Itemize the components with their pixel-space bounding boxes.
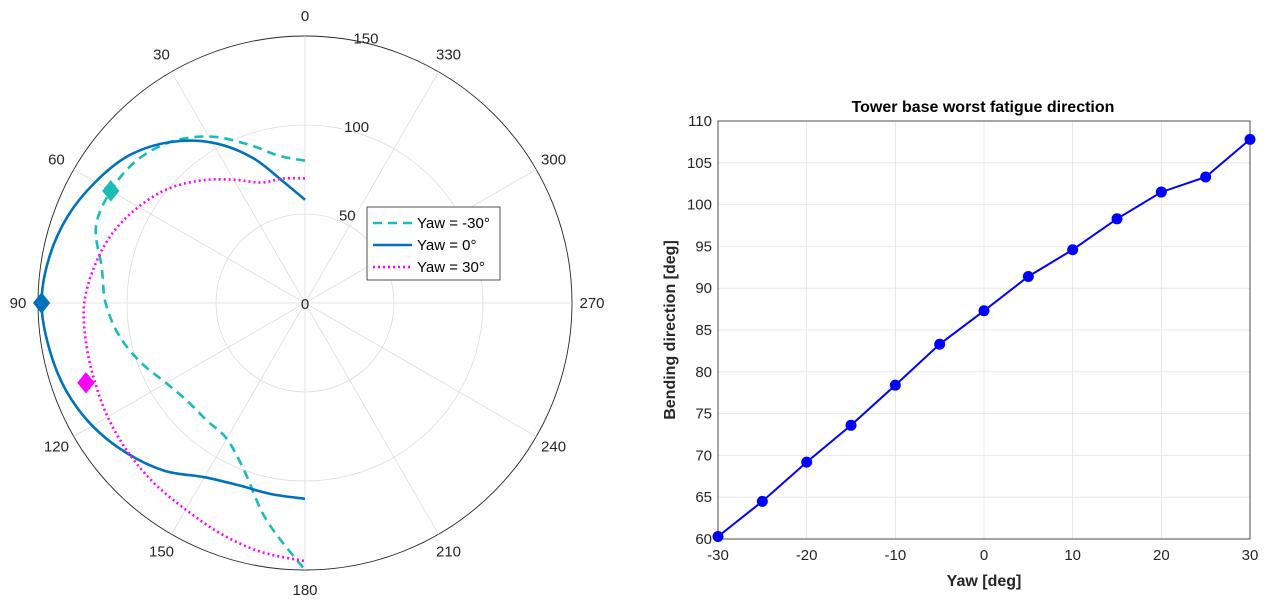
y-axis-label: Bending direction [deg] xyxy=(662,240,679,420)
x-tick-label: -10 xyxy=(884,547,906,564)
theta-gridline xyxy=(304,71,439,304)
chart-title: Tower base worst fatigue direction xyxy=(852,99,1115,116)
legend-label: Yaw = 0° xyxy=(417,237,477,254)
data-point xyxy=(801,456,813,468)
cartesian-tick-labels: -30 -20 -10 0 10 20 30 60 65 70 75 80 85 90 95 100 105 11… xyxy=(687,113,1258,564)
theta-tick-label: 210 xyxy=(436,544,461,561)
theta-gridline xyxy=(304,302,439,535)
theta-tick-label: 90 xyxy=(10,295,27,312)
data-point xyxy=(934,338,946,350)
y-tick-label: 85 xyxy=(695,322,712,339)
theta-tick-label: 30 xyxy=(153,46,170,63)
legend: Yaw = -30° Yaw = 0° Yaw = 30° xyxy=(366,206,501,281)
r-tick-label: 150 xyxy=(353,30,378,47)
y-tick-label: 95 xyxy=(695,238,712,255)
r-tick-label: 100 xyxy=(344,119,369,136)
data-point xyxy=(1022,270,1034,282)
x-tick-label: 30 xyxy=(1242,547,1259,564)
theta-tick-label: 330 xyxy=(436,46,461,63)
polar-chart: 0 30 60 90 120 150 180 210 240 270 300 330 0 50 100 150 xyxy=(10,8,605,599)
cartesian-series xyxy=(712,133,1256,542)
polar-series-line xyxy=(94,135,307,571)
y-tick-label: 60 xyxy=(695,531,712,548)
cartesian-grid xyxy=(717,120,1251,540)
polar-series-line xyxy=(82,176,306,563)
y-tick-label: 65 xyxy=(695,489,712,506)
r-tick-label: 50 xyxy=(339,207,356,224)
theta-tick-label: 300 xyxy=(541,152,566,169)
theta-tick-label: 240 xyxy=(541,439,566,456)
y-tick-label: 105 xyxy=(687,155,712,172)
x-axis-label: Yaw [deg] xyxy=(947,573,1022,590)
r-tick-label: 0 xyxy=(301,296,309,313)
legend-label: Yaw = 30° xyxy=(417,259,485,276)
x-tick-label: -30 xyxy=(707,547,729,564)
data-point xyxy=(1155,186,1167,198)
theta-tick-label: 180 xyxy=(292,582,317,599)
data-point xyxy=(1067,244,1079,256)
polar-series-marker xyxy=(77,371,95,394)
theta-tick-label: 150 xyxy=(149,544,174,561)
data-point xyxy=(712,530,724,542)
theta-tick-label: 270 xyxy=(579,295,604,312)
y-tick-label: 110 xyxy=(688,113,712,130)
theta-gridline xyxy=(73,302,306,437)
data-point xyxy=(889,379,901,391)
polar-grid xyxy=(37,35,573,571)
data-point xyxy=(1200,171,1212,183)
y-tick-label: 80 xyxy=(695,364,712,381)
x-tick-label: 10 xyxy=(1064,547,1081,564)
x-tick-label: 0 xyxy=(980,547,988,564)
y-tick-label: 100 xyxy=(687,197,712,214)
x-tick-label: -20 xyxy=(796,547,818,564)
theta-tick-label: 0 xyxy=(301,8,309,25)
line-chart: Tower base worst fatigue direction -30 -2… xyxy=(662,99,1258,590)
data-point xyxy=(1111,213,1123,225)
y-tick-label: 70 xyxy=(695,447,712,464)
legend-label: Yaw = -30° xyxy=(417,215,490,232)
data-point xyxy=(756,495,768,507)
data-point xyxy=(1244,133,1256,145)
theta-tick-label: 120 xyxy=(44,439,69,456)
theta-gridline xyxy=(171,71,306,304)
polar-series-marker xyxy=(102,180,120,202)
x-tick-label: 20 xyxy=(1153,547,1170,564)
polar-series-marker xyxy=(32,292,51,314)
y-tick-label: 75 xyxy=(695,406,712,423)
plot-area-border xyxy=(717,120,1251,540)
theta-tick-label: 60 xyxy=(48,152,65,169)
data-point xyxy=(978,305,990,317)
polar-series-group xyxy=(32,135,307,571)
data-point xyxy=(845,419,857,431)
theta-gridline xyxy=(171,302,306,535)
theta-gridline xyxy=(304,302,537,437)
polar-tick-labels: 0 30 60 90 120 150 180 210 240 270 300 330 0 50 100 150 xyxy=(10,8,605,599)
y-tick-label: 90 xyxy=(695,280,712,297)
